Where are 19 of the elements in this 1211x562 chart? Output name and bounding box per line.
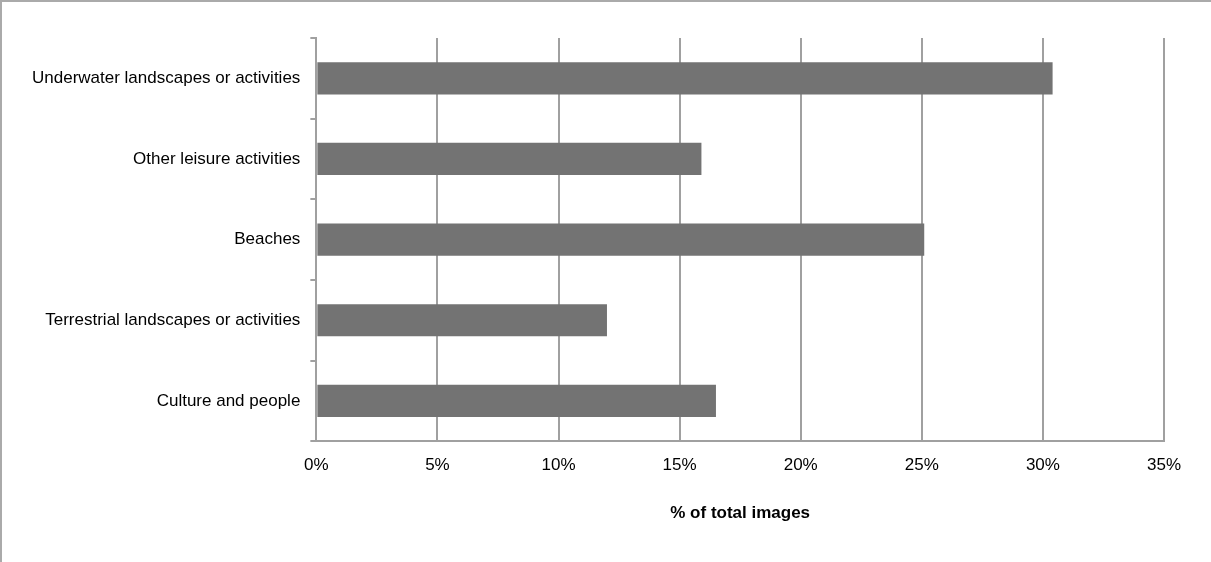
x-tick-label: 35%	[1146, 455, 1182, 475]
x-axis-title: % of total images	[670, 503, 811, 523]
bar	[317, 142, 702, 176]
y-tick-label: Underwater landscapes or activities	[31, 68, 301, 88]
bar	[317, 384, 716, 417]
x-tick-label: 20%	[783, 455, 818, 475]
bar	[317, 62, 1053, 95]
bar	[317, 304, 607, 337]
x-tick-label: 0%	[304, 455, 329, 475]
x-tick-label: 25%	[904, 455, 939, 475]
x-tick-label: 10%	[541, 455, 576, 475]
x-tick-label: 5%	[425, 455, 450, 475]
y-tick-label: Beaches	[234, 229, 301, 249]
x-tick-label: 15%	[662, 455, 697, 475]
y-tick-label: Other leisure activities	[133, 148, 301, 168]
x-tick-label: 30%	[1025, 455, 1060, 475]
y-tick-label: Culture and people	[156, 390, 301, 410]
y-tick-label: Terrestrial landscapes or activities	[45, 309, 301, 329]
bar	[317, 223, 925, 256]
